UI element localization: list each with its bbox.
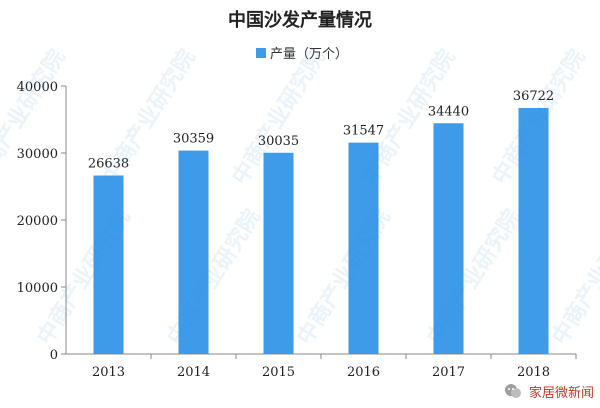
x-tick-label: 2018: [517, 365, 550, 380]
bar-series: [93, 107, 549, 354]
y-tick-label: 30000: [17, 147, 58, 162]
y-tick-label: 40000: [17, 80, 58, 95]
data-label: 30035: [258, 134, 299, 149]
data-labels: 26638 30359 30035 31547 34440 36722: [88, 89, 554, 172]
bar-2016: [348, 142, 379, 354]
footer-text: 家居微新闻: [528, 385, 594, 401]
x-axis: 2013 2014 2015 2016 2017 2018: [66, 353, 577, 380]
x-tick-label: 2014: [177, 365, 210, 380]
data-label: 26638: [88, 157, 129, 172]
x-tick-label: 2013: [92, 365, 125, 380]
legend: 产量（万个）: [256, 47, 348, 62]
y-tick-label: 0: [50, 348, 58, 363]
x-tick-label: 2016: [347, 365, 380, 380]
bar-2017: [433, 123, 464, 354]
y-tick-label: 10000: [17, 281, 58, 296]
bar-2014: [178, 150, 209, 354]
bar-2018: [518, 107, 549, 354]
data-label: 36722: [513, 89, 554, 104]
legend-label: 产量（万个）: [270, 47, 348, 62]
chart-title: 中国沙发产量情况: [228, 9, 372, 31]
wechat-icon: [504, 384, 521, 398]
y-axis: 0 10000 20000 30000 40000: [17, 80, 67, 363]
footer-brand: 家居微新闻: [503, 378, 594, 404]
bar-2013: [93, 175, 124, 354]
y-tick-label: 20000: [17, 214, 58, 229]
x-tick-label: 2015: [262, 365, 295, 380]
data-label: 31547: [343, 124, 384, 139]
data-label: 34440: [428, 104, 469, 119]
legend-swatch: [256, 48, 266, 58]
x-tick-label: 2017: [432, 365, 465, 380]
bar-2015: [263, 152, 294, 354]
data-label: 30359: [173, 132, 214, 147]
